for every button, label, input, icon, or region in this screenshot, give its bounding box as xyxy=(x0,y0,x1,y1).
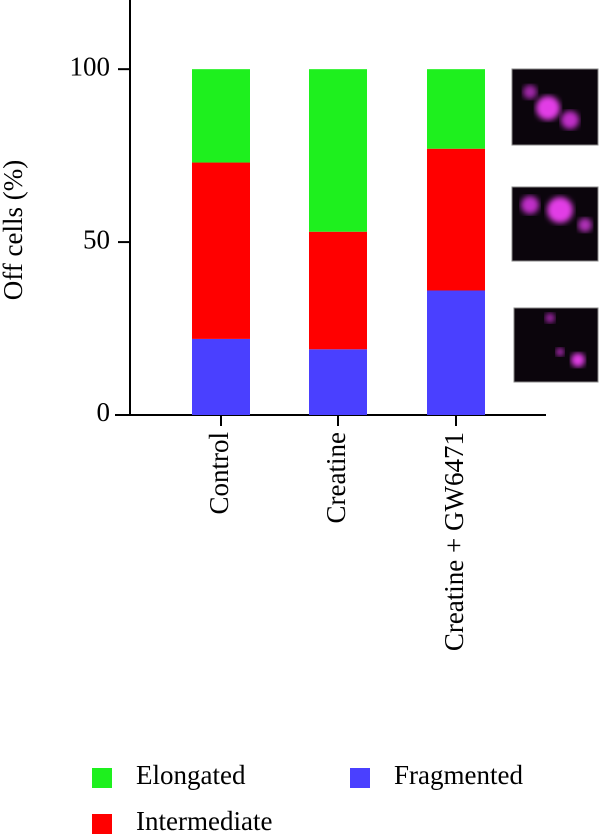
bar-segment xyxy=(192,162,250,339)
y-axis-label: Off cells (%) xyxy=(0,160,28,300)
legend-label: Fragmented xyxy=(394,760,523,790)
bar-segment xyxy=(427,69,485,149)
micrographs xyxy=(511,68,599,383)
legend-label: Elongated xyxy=(136,760,246,790)
legend-swatch xyxy=(92,814,112,834)
bar-segment xyxy=(309,69,367,232)
bar-segment xyxy=(427,290,485,415)
legend-swatch xyxy=(92,768,112,788)
bar-segment xyxy=(192,69,250,163)
y-tick-label: 50 xyxy=(83,224,110,254)
y-tick-label: 0 xyxy=(97,397,111,427)
bar-segment xyxy=(309,231,367,350)
x-tick-label: Creatine xyxy=(321,432,351,523)
bar-segment xyxy=(427,148,485,291)
bar-segment xyxy=(192,338,250,415)
legend-label: Intermediate xyxy=(136,806,272,836)
x-tick-label: Control xyxy=(204,432,234,515)
y-tick-label: 100 xyxy=(70,51,111,81)
bar-segment xyxy=(309,349,367,415)
x-tick-label: Creatine + GW6471 xyxy=(439,432,469,651)
legend-swatch xyxy=(350,768,370,788)
